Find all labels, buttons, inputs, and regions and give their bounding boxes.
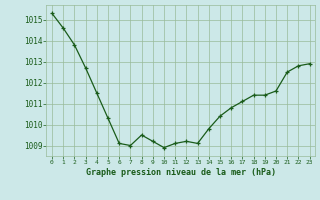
X-axis label: Graphe pression niveau de la mer (hPa): Graphe pression niveau de la mer (hPa) bbox=[86, 168, 276, 177]
